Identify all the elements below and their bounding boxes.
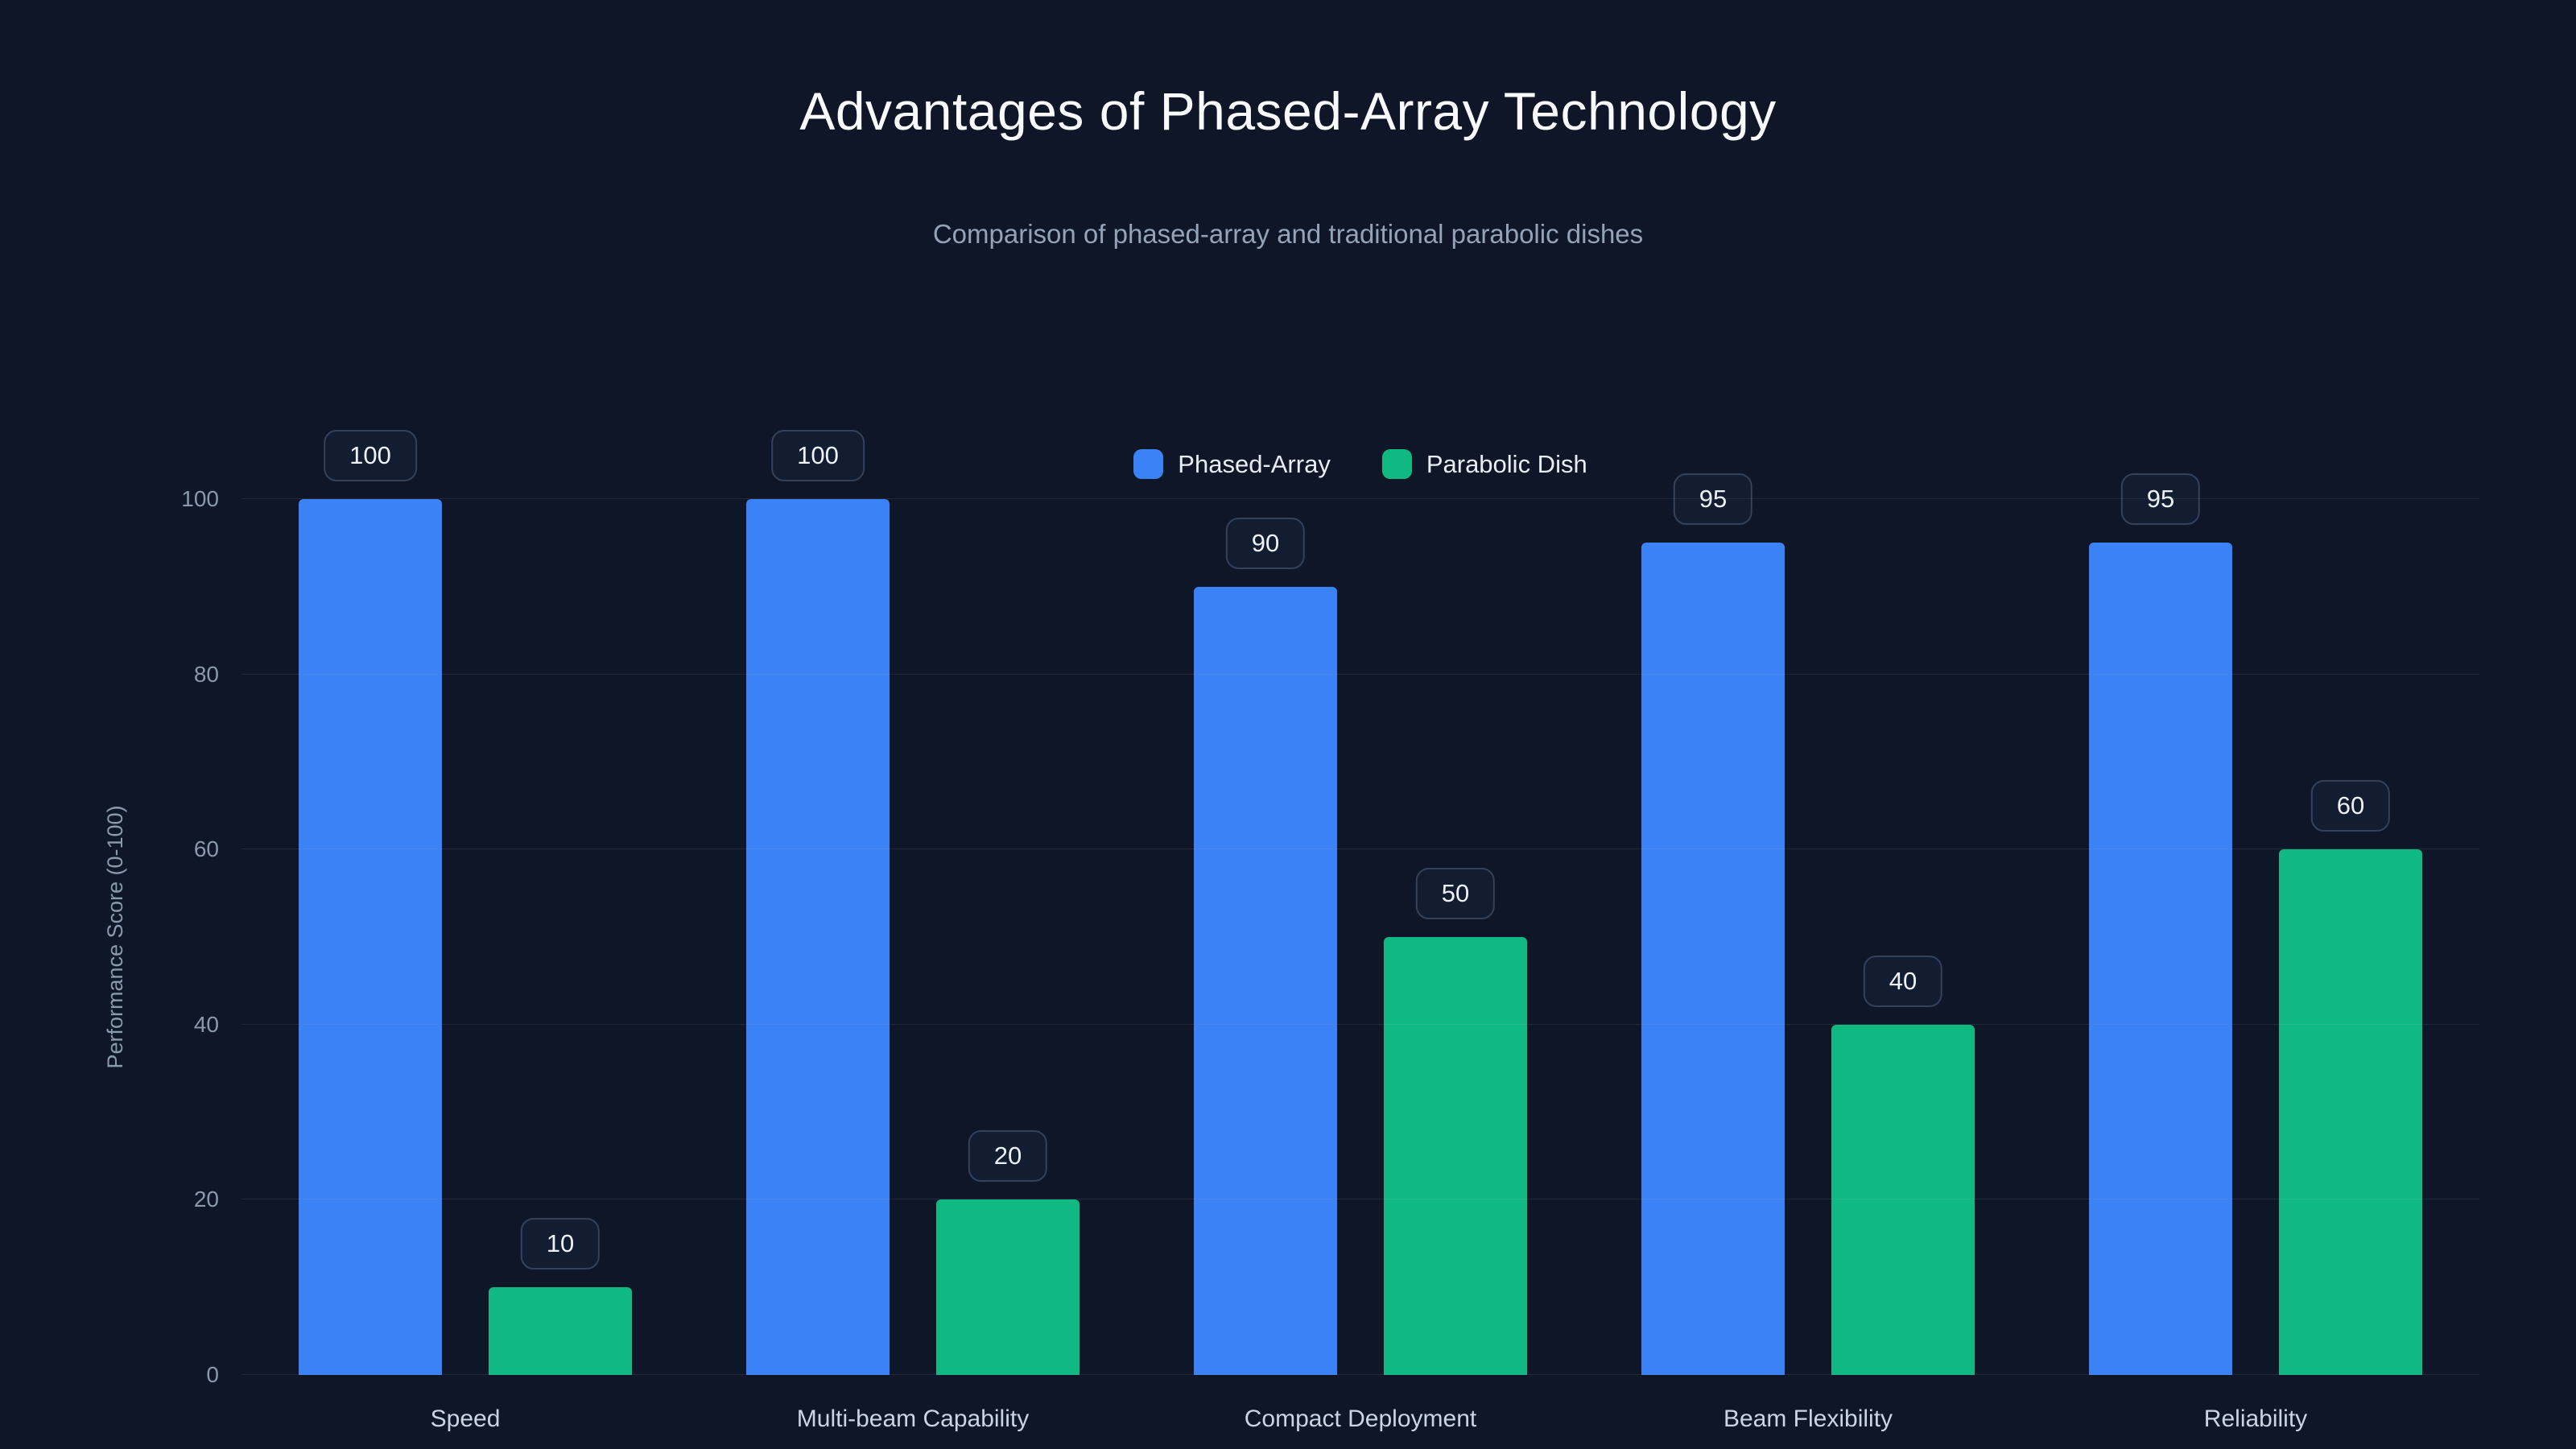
- bar-phased-array: 95: [2089, 473, 2232, 1375]
- gridline: [242, 1374, 2479, 1375]
- category-label: Reliability: [2203, 1406, 2308, 1432]
- legend-swatch-icon: [1133, 449, 1164, 479]
- category-label: Compact Deployment: [1244, 1406, 1477, 1432]
- value-label: 90: [1225, 517, 1306, 569]
- y-tick-label: 0: [206, 1362, 219, 1387]
- value-label: 60: [2310, 780, 2391, 832]
- legend-label: Phased-Array: [1178, 449, 1331, 478]
- value-label: 50: [1415, 868, 1496, 919]
- bar-group: 95 60 Reliability: [2089, 473, 2422, 1432]
- plot-area: Phased-Array Parabolic Dish 100 10 Speed 100…: [181, 430, 2479, 1432]
- bar-groups: 100 10 Speed 100 20 Multi-beam Capability 90 50…: [242, 430, 2479, 1432]
- value-label: 95: [1673, 473, 1753, 526]
- value-label: 100: [771, 430, 865, 481]
- category-label: Multi-beam Capability: [796, 1406, 1030, 1432]
- y-axis-label: Performance Score (0-100): [103, 805, 127, 1069]
- chart-page: Advantages of Phased-Array Technology Co…: [0, 80, 2576, 1449]
- bar-group: 100 10 Speed: [299, 430, 632, 1432]
- y-tick-label: 60: [193, 836, 219, 862]
- gridline: [242, 1023, 2479, 1025]
- value-label: 100: [324, 430, 417, 481]
- y-tick-label: 100: [181, 486, 219, 511]
- legend-label: Parabolic Dish: [1426, 449, 1587, 478]
- legend: Phased-Array Parabolic Dish: [242, 449, 2479, 479]
- category-label: Beam Flexibility: [1723, 1406, 1893, 1432]
- bar-phased-array: 95: [1641, 473, 1785, 1375]
- y-tick-label: 40: [193, 1011, 219, 1037]
- bar-phased-array: 100: [299, 430, 442, 1375]
- bar-parabolic-dish: 50: [1384, 868, 1527, 1375]
- chart-subtitle: Comparison of phased-array and tradition…: [932, 219, 1644, 249]
- bar-phased-array: 90: [1194, 517, 1337, 1375]
- bar-parabolic-dish: 10: [489, 1218, 632, 1375]
- legend-item: Parabolic Dish: [1381, 449, 1587, 479]
- category-label: Speed: [430, 1406, 501, 1432]
- bar-parabolic-dish: 20: [936, 1130, 1080, 1375]
- value-label: 10: [520, 1218, 601, 1270]
- value-label: 95: [2120, 473, 2201, 526]
- value-label: 20: [968, 1130, 1048, 1183]
- bar-group: 95 40 Beam Flexibility: [1641, 473, 1975, 1432]
- bar-parabolic-dish: 60: [2279, 780, 2422, 1375]
- chart-title: Advantages of Phased-Array Technology: [799, 81, 1777, 141]
- y-tick-label: 80: [193, 661, 219, 687]
- bar-group: 100 20 Multi-beam Capability: [746, 430, 1080, 1432]
- value-label: 40: [1863, 955, 1943, 1007]
- legend-item: Phased-Array: [1133, 449, 1331, 479]
- y-tick-label: 20: [193, 1187, 219, 1212]
- bar-parabolic-dish: 40: [1831, 955, 1975, 1375]
- gridline: [242, 498, 2479, 499]
- gridline: [242, 848, 2479, 850]
- bar-phased-array: 100: [746, 430, 890, 1375]
- bar-group: 90 50 Compact Deployment: [1194, 499, 1527, 1432]
- legend-swatch-icon: [1381, 449, 1412, 479]
- gridline: [242, 673, 2479, 675]
